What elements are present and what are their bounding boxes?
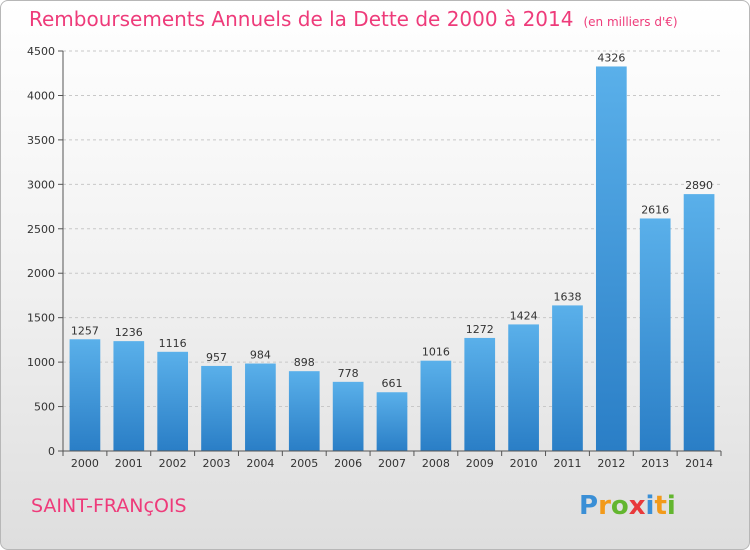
x-axis-ticks: 2000 2001 2002 2003 2004 2005 2006 2007 2008 2009…: [62, 451, 722, 470]
data-label: 1272: [466, 323, 494, 336]
y-tick-label: 500: [34, 401, 55, 414]
data-label: 1116: [159, 337, 187, 350]
x-tick-label: 2009: [466, 457, 494, 470]
bar: [113, 341, 145, 451]
y-tick-label: 2000: [27, 267, 55, 280]
y-tick-label: 1000: [27, 356, 55, 369]
bar: [376, 392, 408, 451]
logo-letter: P: [579, 491, 599, 521]
bar: [201, 365, 232, 451]
data-label: 984: [250, 349, 271, 362]
x-tick-label: 2008: [422, 457, 450, 470]
bar: [595, 66, 627, 451]
data-label: 778: [338, 367, 359, 380]
bar: [288, 371, 320, 451]
data-label: 1236: [115, 326, 143, 339]
y-tick-label: 3000: [27, 178, 55, 191]
unit-note: (en milliers d'€): [583, 15, 678, 29]
commune-name: SAINT-FRANçOIS: [31, 495, 187, 517]
data-label: 1638: [553, 290, 581, 303]
x-tick-label: 2002: [159, 457, 187, 470]
logo-letter: r: [598, 491, 611, 521]
x-tick-label: 2011: [553, 457, 581, 470]
x-tick-label: 2001: [115, 457, 143, 470]
logo-letter: x: [628, 491, 646, 521]
y-tick-label: 0: [48, 445, 55, 458]
bar: [683, 194, 715, 451]
x-tick-label: 2000: [71, 457, 99, 470]
x-tick-label: 2005: [290, 457, 318, 470]
y-tick-label: 1500: [27, 312, 55, 325]
data-label: 898: [294, 356, 315, 369]
bar: [639, 218, 671, 451]
bar: [332, 381, 364, 451]
chart-title: Remboursements Annuels de la Dette de 20…: [29, 7, 678, 31]
data-label: 661: [382, 377, 403, 390]
logo-letter: i: [645, 491, 655, 521]
y-tick-label: 2500: [27, 223, 55, 236]
bar: [420, 360, 452, 451]
y-tick-label: 4500: [27, 45, 55, 58]
x-tick-label: 2010: [510, 457, 538, 470]
bar: [508, 324, 539, 451]
logo-letter: t: [654, 491, 667, 521]
data-label: 1016: [422, 346, 450, 359]
y-tick-label: 4000: [27, 89, 55, 102]
x-tick-label: 2013: [641, 457, 669, 470]
data-label: 2616: [641, 203, 669, 216]
bar: [69, 339, 101, 451]
bar: [552, 305, 583, 451]
y-axis-ticks: 0 500 1000 1500 2000 2500 3000 3500 4000 4500: [27, 45, 63, 458]
x-tick-label: 2007: [378, 457, 406, 470]
axes: [62, 51, 721, 452]
x-tick-label: 2012: [597, 457, 625, 470]
data-label: 4326: [597, 51, 625, 64]
data-label: 2890: [685, 179, 713, 192]
bar: [464, 337, 496, 451]
y-tick-label: 3500: [27, 134, 55, 147]
bar: [157, 351, 189, 451]
proxiti-logo: Proxiti: [579, 491, 676, 521]
data-label: 957: [206, 351, 227, 364]
logo-letter: i: [666, 491, 676, 521]
x-tick-label: 2006: [334, 457, 362, 470]
x-tick-label: 2003: [203, 457, 231, 470]
x-tick-label: 2014: [685, 457, 713, 470]
data-labels: 1257 1236 1116 957 984 898 778 661 1016 1272 1424 1…: [71, 51, 713, 390]
bar: [245, 363, 276, 451]
x-tick-label: 2004: [246, 457, 274, 470]
logo-letter: o: [610, 491, 629, 521]
bars: [69, 66, 715, 451]
data-label: 1424: [510, 309, 538, 322]
data-label: 1257: [71, 324, 99, 337]
chart-title-text: Remboursements Annuels de la Dette de 20…: [29, 7, 574, 31]
